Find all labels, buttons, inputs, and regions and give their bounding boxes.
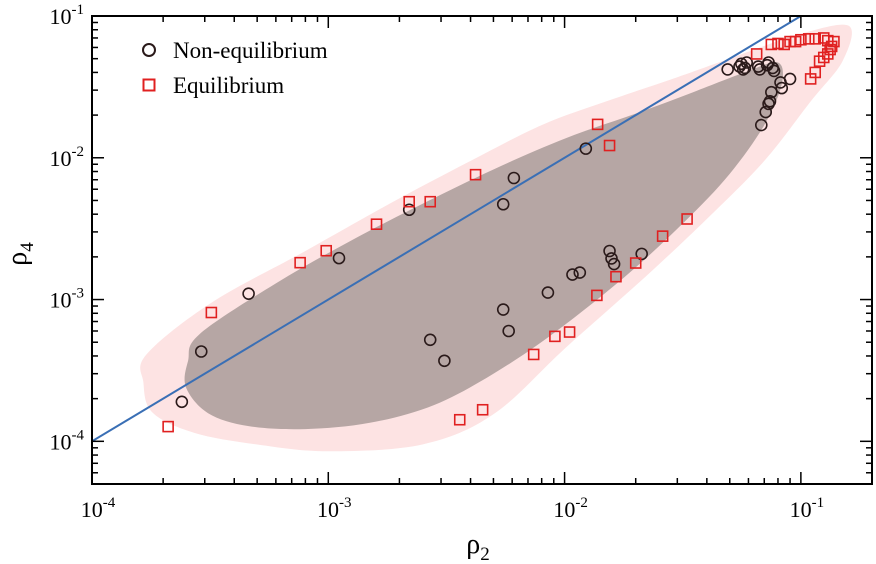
circle-point (423, 333, 437, 347)
x-axis-label: ρ2 (466, 529, 489, 564)
circle-point (759, 105, 773, 119)
square-point (527, 348, 540, 361)
circle-point (763, 95, 777, 108)
square-point (817, 51, 830, 64)
square-point (656, 230, 669, 242)
square-point (750, 48, 763, 60)
y-axis-label: ρ4 (2, 242, 38, 266)
circle-point (767, 64, 781, 78)
square-point (828, 35, 840, 48)
square-point (765, 38, 778, 51)
confidence-bands (140, 24, 852, 452)
circle-point (496, 197, 510, 211)
circle-point (754, 118, 768, 132)
y-axis-label-sub: 4 (17, 242, 38, 252)
square-point (813, 55, 826, 67)
x-tick-label: 10-2 (553, 495, 588, 522)
circle-point (605, 252, 618, 265)
square-point (610, 270, 622, 283)
x-tick-label: 10-3 (317, 495, 352, 522)
series-circle (175, 56, 797, 409)
square-point (205, 306, 218, 319)
legend-square-marker (142, 78, 156, 92)
square-point (162, 420, 174, 433)
square-point (469, 168, 482, 181)
reference-line (92, 16, 802, 443)
legend-label: Non-equilibrium (173, 38, 328, 63)
square-point (591, 118, 604, 131)
axes (91, 15, 873, 485)
circle-point (242, 287, 255, 300)
plot-frame (91, 15, 873, 485)
circle-point (402, 203, 416, 217)
legend: Non-equilibrium Equilibrium (142, 38, 328, 98)
square-point (563, 326, 576, 338)
circle-point (783, 72, 797, 86)
square-point (681, 213, 693, 225)
square-point (809, 33, 822, 45)
circle-point (753, 63, 767, 76)
circle-point (607, 257, 621, 271)
square-point (603, 139, 616, 152)
circle-point (635, 247, 648, 261)
y-tick-label: 10-3 (50, 286, 85, 313)
circle-point (736, 63, 750, 76)
square-point (453, 413, 466, 426)
circle-point (541, 286, 555, 299)
square-point (591, 289, 603, 302)
x-tick-label: 10-1 (790, 495, 825, 522)
series-square (162, 32, 840, 433)
circle-point (765, 85, 778, 99)
circle-point (502, 324, 515, 338)
circle-point (573, 266, 587, 279)
square-point (809, 66, 822, 79)
circle-point (603, 244, 616, 258)
circle-point (194, 345, 208, 358)
circle-point (496, 303, 510, 316)
circle-point (738, 61, 752, 75)
x-axis-label-sub: 2 (480, 544, 490, 564)
circle-point (733, 60, 746, 73)
square-point (772, 37, 784, 50)
square-point (549, 330, 561, 343)
circle-point (438, 354, 451, 368)
y-axis-label-main: ρ (2, 252, 33, 266)
x-tick-label: 10-4 (81, 495, 116, 522)
circle-point (566, 268, 579, 281)
square-point (403, 195, 416, 208)
circle-point (175, 395, 189, 409)
square-point (802, 33, 815, 45)
legend-entry: Equilibrium (142, 73, 284, 98)
circle-point (740, 56, 754, 69)
reference-line-group (92, 16, 802, 443)
y-tick-label: 10-4 (50, 427, 85, 454)
square-point (424, 195, 437, 208)
legend-circle-marker (142, 43, 156, 57)
circle-point (507, 171, 521, 185)
legend-label: Equilibrium (173, 73, 284, 98)
data-points (162, 32, 840, 433)
circle-point (579, 142, 593, 155)
y-tick-label: 10-2 (50, 144, 85, 171)
square-point (795, 33, 807, 46)
tick-labels: 10-4 10-3 10-2 10-1 10-4 10-3 10-2 10-1 (50, 2, 825, 522)
square-point (294, 256, 306, 269)
inner-band (184, 62, 783, 430)
square-point (629, 257, 642, 269)
square-point (320, 244, 333, 257)
circle-point (775, 81, 789, 95)
square-point (824, 43, 836, 56)
circle-point (332, 251, 346, 265)
legend-entry: Non-equilibrium (142, 38, 328, 63)
circle-point (721, 63, 734, 76)
x-axis-label-main: ρ (466, 529, 480, 560)
square-point (370, 218, 383, 230)
square-point (476, 403, 489, 416)
y-tick-label: 10-1 (50, 2, 85, 29)
square-point (778, 38, 790, 51)
circle-point (735, 57, 748, 71)
